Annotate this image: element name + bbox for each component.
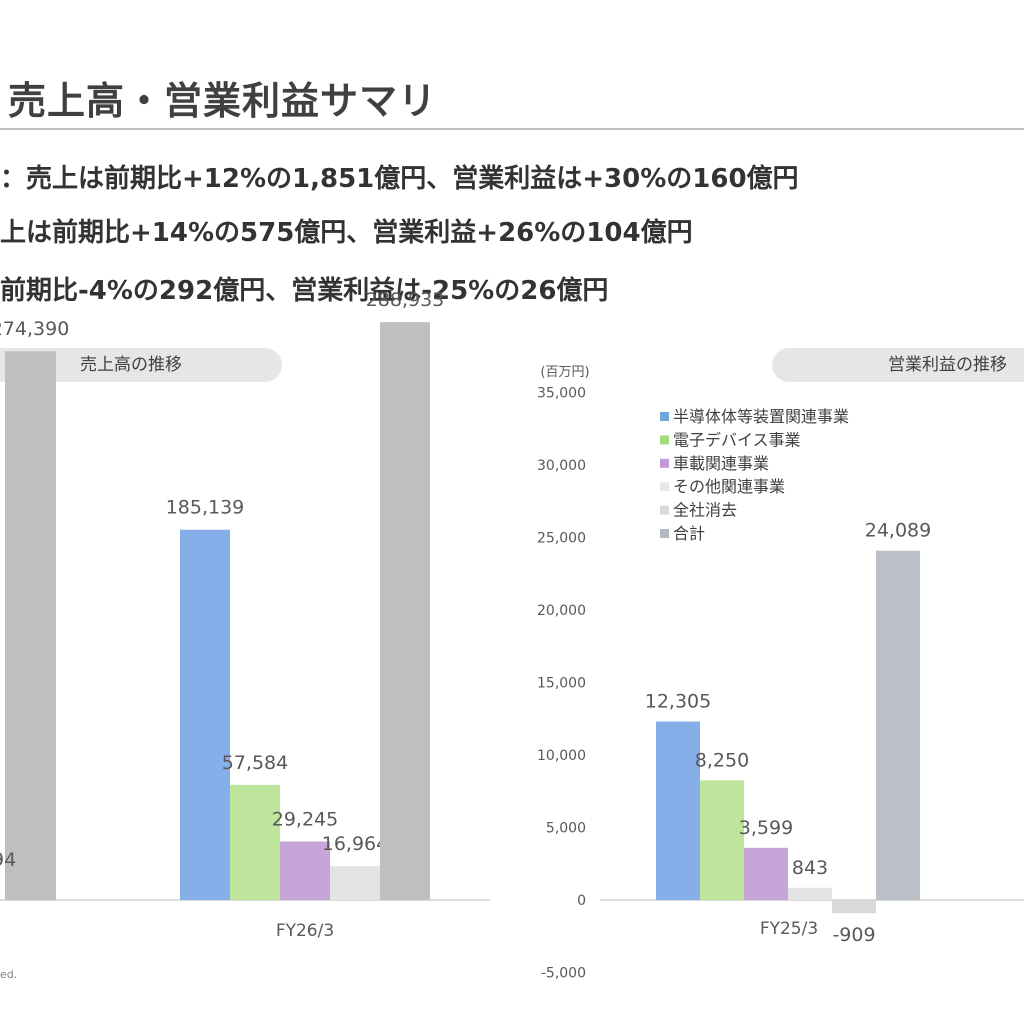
profit-bar-label-5: -909 [832, 924, 875, 946]
sales-bar-label-5: 288,933 [366, 289, 445, 311]
profit-ytick-4: 20,000 [537, 603, 586, 619]
profit-ytick-2: 30,000 [537, 458, 586, 474]
sales-bar-label-1: 185,139 [166, 497, 245, 519]
profit-ytick-1: 35,000 [537, 386, 586, 402]
profit-bar-label-1: 12,305 [645, 691, 711, 713]
sales-bar-5 [380, 322, 430, 900]
sales-prev-other-label: 94 [0, 849, 16, 871]
sales-bar-1 [180, 529, 230, 900]
profit-bar-label-6: 24,089 [865, 520, 931, 542]
legend-label-4: その他関連事業 [673, 477, 785, 496]
profit-ytick-5: 15,000 [537, 676, 586, 692]
profit-bar-1 [656, 721, 700, 900]
profit-bar-label-3: 3,599 [739, 817, 793, 839]
sales-prev-total-label: 274,390 [0, 318, 69, 340]
legend-swatch-6 [660, 529, 669, 538]
profit-bar-label-4: 843 [792, 857, 828, 879]
legend-label-3: 車載関連事業 [673, 454, 769, 473]
sales-bar-label-3: 29,245 [272, 809, 338, 831]
footnote: ed. [0, 968, 18, 981]
legend-swatch-1 [660, 412, 669, 421]
profit-bar-2 [700, 780, 744, 900]
profit-bar-label-2: 8,250 [695, 749, 749, 771]
title-divider [0, 128, 1024, 130]
sales-bar-4 [330, 866, 380, 900]
sales-bar-2 [230, 784, 280, 900]
sales-bar-3 [280, 841, 330, 900]
profit-ytick-8: 0 [577, 893, 586, 909]
profit-ytick-7: 5,000 [546, 821, 586, 837]
legend-swatch-5 [660, 505, 669, 515]
sales-bar-label-2: 57,584 [222, 752, 288, 774]
sales-category-label: FY26/3 [276, 921, 334, 941]
profit-ytick-3: 25,000 [537, 531, 586, 547]
profit-bar-5 [832, 900, 876, 914]
profit-unit-label: (百万円) [540, 365, 589, 380]
legend-swatch-3 [660, 458, 669, 468]
profit-category-label: FY25/3 [760, 919, 818, 939]
sales-prev-total-bar [5, 351, 56, 901]
summary-bullet-1: ：売上は前期比+12%の1,851億円、営業利益は+30%の160億円 [0, 164, 799, 194]
summary-bullet-3: 前期比-4%の292億円、営業利益は-25%の26億円 [0, 276, 609, 306]
operating-profit-chart: (百万円) 35,000 30,000 25,000 20,000 15,000 10,00… [537, 365, 1024, 982]
profit-bar-6 [876, 550, 920, 900]
legend-label-5: 全社消去 [673, 501, 737, 520]
legend-swatch-2 [660, 435, 669, 445]
slide-title: 売上高・営業利益サマリ [8, 79, 438, 123]
sales-bar-label-4: 16,964 [322, 833, 388, 855]
legend-label-1: 半導体体等装置関連事業 [673, 407, 849, 426]
summary-bullet-2: 上は前期比+14%の575億円、営業利益+26%の104億円 [0, 218, 693, 248]
profit-bar-4 [788, 887, 832, 900]
legend-swatch-4 [660, 482, 669, 492]
legend-label-2: 電子デバイス事業 [673, 430, 801, 449]
profit-ytick-6: 10,000 [537, 748, 586, 764]
profit-chart-title: 営業利益の推移 [772, 348, 1024, 382]
legend-label-6: 合計 [673, 524, 705, 543]
profit-bar-3 [744, 847, 788, 900]
profit-ytick-9: -5,000 [541, 966, 586, 982]
